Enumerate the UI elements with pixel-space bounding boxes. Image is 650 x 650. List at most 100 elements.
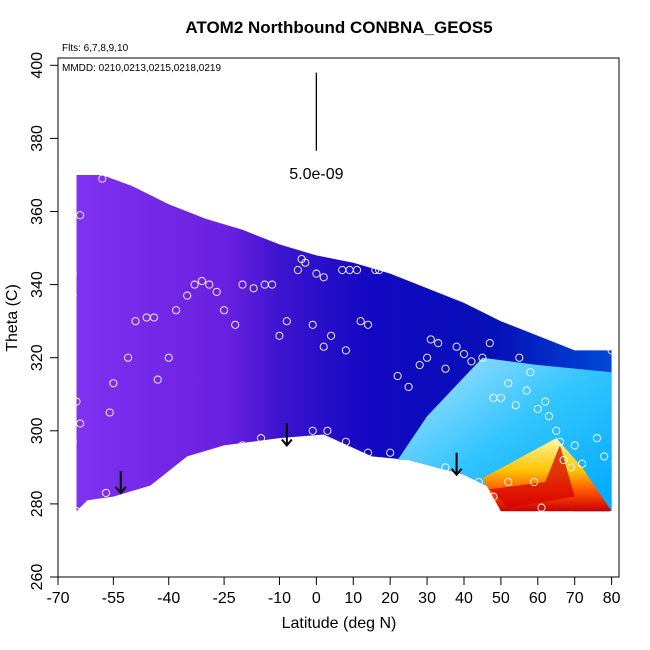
y-axis: 260 280 300 320 340 360 380 400 [29, 52, 59, 591]
observation-point [308, 426, 317, 435]
observation-point [149, 313, 159, 322]
observation-point [131, 317, 140, 326]
observation-point [183, 291, 192, 300]
observation-point [297, 254, 306, 264]
observation-point [153, 375, 162, 384]
observation-point [515, 353, 524, 362]
y-tick-label: 360 [29, 198, 46, 225]
y-tick-label: 340 [29, 271, 46, 298]
x-tick-label: 80 [603, 590, 621, 607]
observation-point [441, 364, 450, 373]
observation-point [511, 401, 520, 410]
observation-point [459, 349, 469, 359]
observation-point [68, 437, 77, 446]
observation-point [485, 339, 494, 348]
y-tick-label: 400 [29, 52, 46, 79]
observation-point [474, 477, 483, 487]
observation-point [463, 481, 472, 490]
observation-point [375, 265, 384, 275]
dates-label: MMDD: 0210,0213,0215,0218,0219 [62, 63, 221, 74]
x-tick-label: -25 [213, 590, 236, 607]
observation-point [157, 477, 166, 487]
observation-point [293, 265, 302, 275]
observation-point [592, 434, 601, 443]
observation-point [212, 287, 221, 296]
x-axis-label: Latitude (deg N) [282, 615, 397, 632]
x-tick-label: 10 [344, 590, 362, 607]
x-tick-label: -70 [46, 590, 69, 607]
observation-point [220, 306, 229, 315]
observation-point [68, 291, 77, 300]
observation-point [76, 211, 85, 220]
observation-point [101, 488, 111, 497]
observation-point [327, 331, 336, 340]
observation-point [105, 408, 114, 417]
observation-point [393, 371, 402, 381]
flight-arrow [281, 423, 293, 448]
observation-point [256, 434, 266, 443]
x-axis: -70 -55 -40 -25 -10 0 10 20 30 40 50 60 70 80 [46, 576, 621, 607]
observation-point [356, 317, 365, 326]
observation-point [268, 280, 277, 289]
observation-point [109, 379, 118, 388]
observation-point [275, 331, 284, 340]
observation-point [323, 426, 332, 435]
observation-point [249, 284, 258, 293]
observation-point [552, 426, 561, 435]
observation-point [426, 335, 435, 344]
observation-point [530, 477, 539, 487]
observation-point [98, 174, 107, 183]
observation-point [478, 353, 487, 362]
observation-point [352, 265, 362, 275]
observation-point [423, 353, 432, 362]
observation-point [238, 441, 247, 450]
observation-point [312, 269, 321, 278]
x-tick-label: 30 [418, 590, 436, 607]
observation-point [522, 386, 531, 395]
observation-point [566, 463, 576, 472]
observation-point [68, 269, 77, 278]
arrows [114, 423, 463, 495]
y-tick-label: 380 [29, 125, 46, 152]
x-tick-label: 20 [381, 590, 399, 607]
observation-point [526, 368, 535, 377]
observation-point [533, 404, 542, 413]
observation-point [537, 503, 546, 512]
flights-label: Flts: 6,7,8,9,10 [62, 43, 129, 54]
observation-point [190, 280, 199, 289]
observation-point [231, 320, 240, 329]
x-tick-label: -40 [157, 590, 180, 607]
x-tick-label: -55 [102, 590, 125, 607]
observation-point [489, 492, 498, 501]
observation-point [404, 382, 413, 391]
scale-bar-label: 5.0e-09 [289, 166, 343, 183]
observation-point [197, 276, 206, 286]
observation-point [467, 357, 476, 366]
x-tick-label: 0 [312, 590, 321, 607]
observation-point [363, 448, 373, 457]
x-tick-label: 60 [529, 590, 547, 607]
y-axis-label: Theta (C) [4, 284, 21, 352]
y-tick-label: 320 [29, 344, 46, 371]
observation-point [371, 265, 380, 275]
chart-title: ATOM2 Northbound CONBNA_GEOS5 [185, 18, 492, 37]
observation-point [308, 320, 317, 329]
y-tick-label: 280 [29, 490, 46, 517]
observation-point [441, 463, 450, 472]
observation-point [282, 317, 291, 326]
observation-point [72, 397, 81, 406]
observation-point [559, 455, 568, 465]
observation-point [124, 353, 133, 362]
observation-point [319, 273, 328, 282]
y-tick-label: 260 [29, 564, 46, 591]
observation-point [363, 320, 373, 329]
flight-arrow [114, 471, 127, 495]
observation-point [607, 510, 616, 519]
observation-point [504, 379, 513, 388]
observation-point [319, 342, 328, 351]
observation-point [386, 448, 395, 457]
observation-point [109, 170, 118, 180]
observation-point [600, 452, 609, 461]
x-tick-label: 50 [492, 590, 510, 607]
